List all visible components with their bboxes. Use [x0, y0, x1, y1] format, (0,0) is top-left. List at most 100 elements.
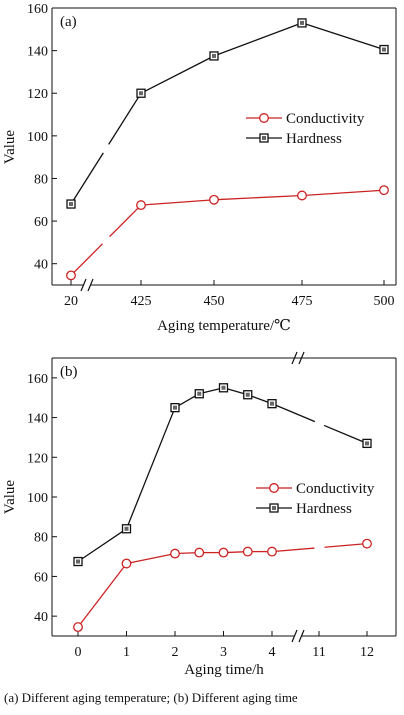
- panel-b-ytick-label: 140: [27, 412, 48, 427]
- legend-marker-hardness-inner: [272, 506, 276, 510]
- panel-b-axis-break-bottom-b: [298, 629, 305, 643]
- panel-b-hardness-point-7-inner: [365, 441, 369, 446]
- panel-a-hardness-segment-0a: [72, 152, 104, 201]
- panel-a-conductivity-point-4: [379, 185, 389, 196]
- panel-b-conductivity-point-7: [362, 538, 372, 549]
- panel-b-hardness-segment-3: [203, 388, 220, 394]
- panel-a-axis-break-a: [80, 278, 87, 292]
- panel-b-xlabel: Aging time/h: [184, 662, 264, 678]
- panel-b-ytick-label: 40: [34, 610, 48, 625]
- panel-b-xtick-label: 1: [123, 645, 130, 660]
- panel-b-conductivity-segment-1: [130, 553, 171, 564]
- panel-b-conductivity-segment-6a: [276, 547, 315, 552]
- panel-b-conductivity-point-6: [267, 546, 277, 557]
- panel-a-hardness-point-3-inner: [300, 20, 304, 25]
- panel-a-xlabel: Aging temperature/℃: [157, 318, 291, 334]
- panel-b-hardness-point-3-inner: [197, 391, 202, 396]
- panel-a-label: (a): [60, 14, 77, 30]
- panel-a-ytick-label: 140: [27, 45, 48, 60]
- figure-caption: (a) Different aging temperature; (b) Dif…: [4, 690, 298, 705]
- panel-a-conductivity-segment-0b: [109, 207, 139, 238]
- panel-b-hardness-point-0-inner: [76, 559, 80, 564]
- legend-label-hardness: Hardness: [296, 501, 352, 517]
- panel-b-axis-break-top-a: [291, 351, 298, 365]
- panel-a-hardness-segment-2: [217, 23, 299, 55]
- panel-a-hardness-point-1-inner: [139, 91, 143, 96]
- legend-label-conductivity: Conductivity: [296, 481, 375, 497]
- panel-b-axis-break-top-b: [298, 351, 305, 365]
- panel-a-ytick-label: 120: [27, 87, 48, 102]
- panel-b-ytick-label: 120: [27, 451, 48, 466]
- panel-a-hardness-point-4-inner: [382, 47, 386, 52]
- panel-b-label: (b): [60, 364, 78, 380]
- panel-a-xtick-label: 425: [131, 294, 152, 309]
- panel-b-hardness-point-1-inner: [124, 526, 129, 531]
- panel-a-ytick-label: 160: [27, 2, 48, 17]
- panel-b-xtick-label: 12: [360, 645, 374, 660]
- panel-a-ytick-label: 40: [34, 258, 48, 273]
- panel-a-ytick-label: 60: [34, 215, 48, 230]
- panel-a-conductivity-point-2: [209, 194, 219, 205]
- panel-a-hardness-point-0-inner: [69, 202, 73, 207]
- panel-a-ylabel: Value: [2, 130, 18, 164]
- panel-a-conductivity-segment-0a: [73, 243, 103, 273]
- panel-a-conductivity-point-1: [136, 200, 146, 211]
- legend-label-hardness: Hardness: [286, 131, 342, 147]
- panel-a-conductivity-segment-1: [145, 199, 210, 206]
- panel-b-conductivity-segment-6b: [324, 543, 363, 548]
- panel-b-ytick-label: 160: [27, 372, 48, 387]
- panel-b-xtick-label: 11: [312, 645, 325, 660]
- panel-a-conductivity-segment-2: [218, 195, 298, 201]
- panel-b-hardness-segment-4: [227, 388, 244, 395]
- panel-b-hardness-segment-6b: [323, 424, 364, 443]
- panel-b-hardness-segment-5: [251, 395, 269, 403]
- panel-b-conductivity-segment-0: [80, 566, 125, 624]
- panel-a-conductivity-segment-3: [306, 189, 380, 196]
- panel-a-hardness-point-2-inner: [212, 53, 216, 58]
- panel-a-hardness-segment-3: [306, 23, 380, 49]
- panel-b-axis-break-bottom-a: [291, 629, 298, 643]
- panel-b-ylabel: Value: [2, 480, 18, 514]
- panel-b-conductivity-segment-4: [227, 551, 244, 554]
- panel-b-xtick-label: 0: [75, 645, 82, 660]
- panel-b-hardness-segment-1: [127, 411, 174, 525]
- panel-b-hardness-point-5-inner: [245, 392, 250, 397]
- panel-b-hardness-segment-0: [81, 530, 124, 560]
- panel-b-hardness-point-2-inner: [173, 405, 177, 410]
- legend-marker-conductivity: [269, 483, 279, 493]
- panel-b-hardness-point-6-inner: [270, 401, 274, 406]
- panel-b-conductivity-point-0: [73, 622, 83, 633]
- panel-a-xtick-label: 500: [374, 294, 395, 309]
- panel-a-xtick-label: 450: [204, 294, 225, 309]
- legend-label-conductivity: Conductivity: [286, 111, 365, 127]
- panel-b-conductivity-point-2: [170, 548, 180, 559]
- panel-b-ytick-label: 60: [34, 570, 48, 585]
- panel-b-conductivity-point-4: [218, 547, 229, 558]
- panel-a-ytick-label: 100: [27, 130, 48, 145]
- legend-marker-hardness-inner: [262, 136, 266, 140]
- panel-a-hardness-segment-1: [144, 57, 211, 92]
- panel-a-hardness-segment-0b: [108, 96, 140, 145]
- panel-b-hardness-segment-6a: [275, 404, 316, 423]
- panel-b-ytick-label: 100: [27, 491, 48, 506]
- panel-b-conductivity-point-1: [121, 558, 132, 569]
- panel-a-ytick-label: 80: [34, 172, 48, 187]
- panel-a-axis-break-b: [87, 278, 94, 292]
- panel-b-conductivity-point-5: [242, 546, 253, 557]
- legend-marker-conductivity: [259, 113, 269, 123]
- panel-b-hardness-point-4-inner: [221, 385, 226, 390]
- panel-a-xtick-label: 475: [292, 294, 313, 309]
- panel-a-conductivity-point-0: [66, 270, 76, 281]
- panel-a-conductivity-point-3: [297, 190, 307, 201]
- panel-b-xtick-label: 3: [220, 645, 227, 660]
- panel-a-xtick-label: 20: [64, 294, 78, 309]
- panel-b-hardness-segment-2: [178, 395, 196, 406]
- panel-a-chart: 40 60 80 100 120 140 160 20 425 450 475 500 (a) Aging…: [2, 2, 397, 334]
- panel-b-conductivity-point-3: [194, 547, 205, 558]
- panel-b-ytick-label: 80: [34, 531, 48, 546]
- panel-b-conductivity-segment-2: [179, 552, 195, 555]
- panel-b-xtick-label: 4: [269, 645, 276, 660]
- panel-b-xtick-label: 2: [172, 645, 179, 660]
